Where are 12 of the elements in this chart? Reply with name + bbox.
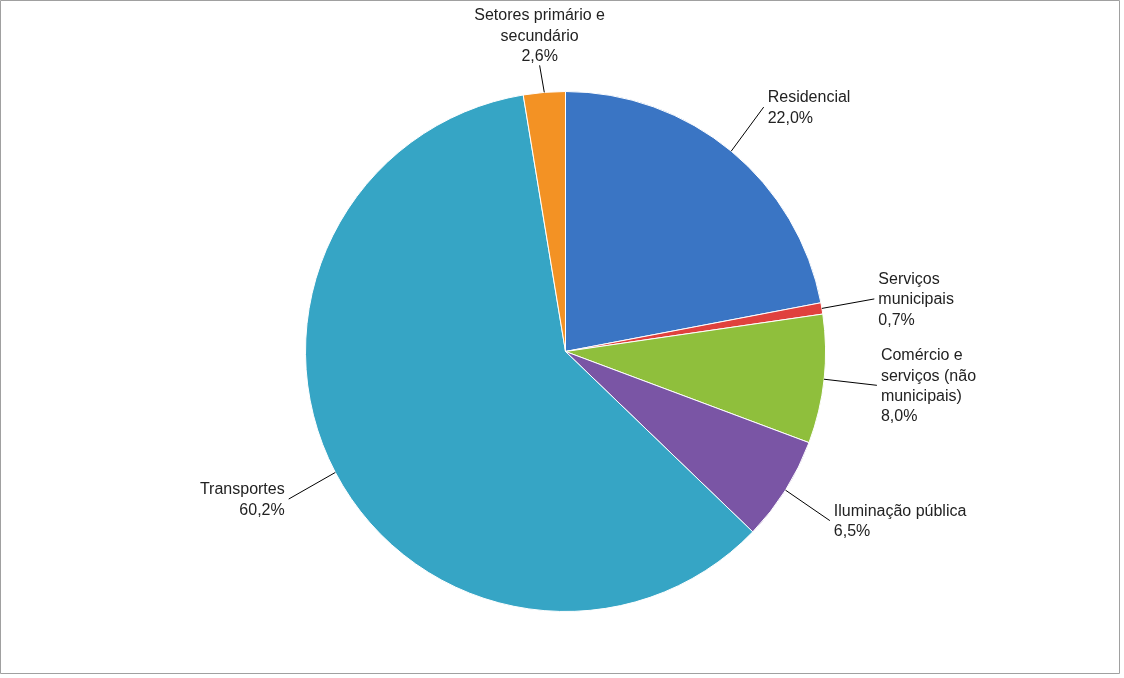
slice-label: Serviços municipais (878, 270, 954, 308)
slice-label: Residencial (767, 88, 851, 106)
data-label: 22,0% (767, 108, 814, 126)
slice-label: Transportes (199, 480, 285, 498)
data-label: 2,6% (521, 47, 558, 65)
data-label: 60,2% (239, 500, 285, 518)
slice-label: Comércio e serviços (não municipais) (880, 346, 977, 405)
data-label: 0,7% (878, 310, 915, 328)
slice-label: Iluminação pública (833, 501, 967, 519)
slice-label: Setores primário e secundário (474, 6, 606, 44)
data-label: 8,0% (880, 407, 918, 425)
data-label: 6,5% (833, 522, 871, 540)
